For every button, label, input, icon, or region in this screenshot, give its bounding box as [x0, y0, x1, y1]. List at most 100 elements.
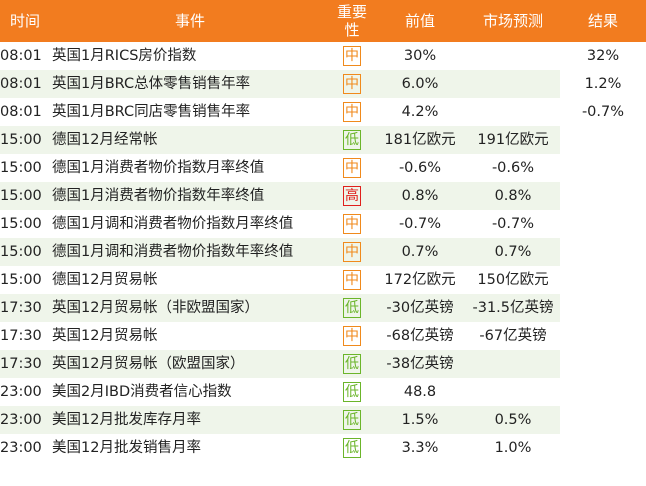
table-cell: 0.7%	[374, 238, 466, 266]
table-cell: 17:30	[0, 350, 50, 378]
importance-cell: 低	[330, 406, 374, 434]
table-row: 17:30 英国12月贸易帐（欧盟国家） 低 -38亿英镑	[0, 350, 646, 378]
importance-cell: 中	[330, 98, 374, 126]
table-cell: 0.8%	[374, 182, 466, 210]
header-cell: 事件	[50, 0, 330, 42]
table-cell: 15:00	[0, 272, 42, 288]
table-cell: -0.6%	[491, 160, 535, 176]
table-cell: 英国12月贸易帐	[52, 328, 158, 344]
importance-cell: 中	[330, 210, 374, 238]
empty-cell	[560, 378, 646, 406]
table-cell: -0.6%	[398, 160, 442, 176]
table-row: 15:00 德国12月经常帐低 181亿欧元 191亿欧元	[0, 126, 646, 154]
table-row: 15:00 德国1月调和消费者物价指数年率终值中 0.7% 0.7%	[0, 238, 646, 266]
table-cell: 4.2%	[401, 104, 439, 120]
importance-badge: 中	[343, 214, 361, 234]
table-cell: 英国12月贸易帐（欧盟国家）	[50, 350, 330, 378]
importance-badge: 中	[343, 102, 361, 122]
table-cell: 32%	[560, 42, 646, 70]
empty-cell	[560, 266, 646, 294]
table-cell: 30%	[403, 48, 437, 64]
importance-badge: 低	[343, 130, 361, 150]
table-row: 15:00 德国1月消费者物价指数年率终值高 0.8% 0.8%	[0, 182, 646, 210]
table-row: 15:00 德国1月消费者物价指数月率终值 中 -0.6% -0.6%	[0, 154, 646, 182]
table-cell: 英国1月BRC同店零售销售年率	[52, 104, 251, 120]
table-cell: 181亿欧元	[374, 126, 466, 154]
table-cell: -68亿英镑	[386, 328, 454, 344]
table-cell: -38亿英镑	[374, 350, 466, 378]
table-cell: 英国12月贸易帐（非欧盟国家）	[50, 294, 330, 322]
table-cell: 17:30	[0, 328, 42, 344]
table-cell: 15:00	[0, 182, 50, 210]
importance-badge: 低	[343, 382, 361, 402]
table-row: 08:01 英国1月RICS房价指数 中 30% 32%	[0, 42, 646, 70]
table-body: 08:01 英国1月RICS房价指数中 30% 32% 08:01 英国1月BRC总体零售…	[0, 42, 646, 462]
header-cell: 市场预测	[466, 0, 560, 42]
calendar-table: 时间 事件 重要性 前值 市场预测 结果 08:01 英国1月RICS房价指数中 30% 32%…	[0, 0, 646, 462]
empty-cell	[560, 294, 646, 322]
table-cell: 23:00	[0, 440, 42, 456]
header-cell: 前值	[374, 0, 466, 42]
table-row: 23:00 美国12月批发库存月率低 1.5% 0.5%	[0, 406, 646, 434]
table-cell: 德国1月调和消费者物价指数年率终值	[50, 238, 330, 266]
importance-cell: 低	[330, 126, 374, 154]
table-cell: 1.0%	[494, 440, 532, 456]
table-cell: 150亿欧元	[477, 272, 549, 288]
importance-badge: 低	[343, 438, 361, 458]
importance-badge: 中	[343, 326, 361, 346]
table-cell: 172亿欧元	[384, 272, 456, 288]
empty-cell	[560, 434, 646, 462]
table-cell: 08:01	[0, 104, 42, 120]
table-cell: 德国12月贸易帐	[52, 272, 158, 288]
table-cell: 23:00	[0, 406, 50, 434]
importance-badge: 中	[343, 74, 361, 94]
table-row: 17:30 英国12月贸易帐 中 -68亿英镑 -67亿英镑	[0, 322, 646, 350]
table-row: 23:00 美国12月批发销售月率 低 3.3% 1.0%	[0, 434, 646, 462]
table-cell: -0.7%	[491, 216, 535, 232]
table-cell: 08:01	[0, 48, 42, 64]
table-cell: 德国12月经常帐	[50, 126, 330, 154]
importance-badge: 中	[343, 46, 361, 66]
table-cell: 英国1月BRC总体零售销售年率	[50, 70, 330, 98]
empty-cell	[466, 350, 560, 378]
importance-cell: 中	[330, 322, 374, 350]
table-cell: 15:00	[0, 126, 50, 154]
table-cell: 德国1月调和消费者物价指数月率终值	[52, 216, 294, 232]
table-row: 08:01 英国1月BRC同店零售销售年率 中 4.2% -0.7%	[0, 98, 646, 126]
table-cell: -67亿英镑	[479, 328, 547, 344]
importance-cell: 中	[330, 154, 374, 182]
empty-cell	[560, 406, 646, 434]
table-row: 23:00 美国2月IBD消费者信心指数 低 48.8	[0, 378, 646, 406]
empty-cell	[466, 98, 560, 126]
empty-cell	[560, 238, 646, 266]
importance-badge: 中	[343, 158, 361, 178]
empty-cell	[560, 350, 646, 378]
empty-cell	[466, 70, 560, 98]
table-cell: 德国1月消费者物价指数年率终值	[50, 182, 330, 210]
importance-badge: 低	[343, 298, 361, 318]
table-cell: 1.5%	[374, 406, 466, 434]
empty-cell	[560, 182, 646, 210]
importance-badge: 中	[343, 270, 361, 290]
importance-cell: 低	[330, 378, 374, 406]
table-cell: 德国1月消费者物价指数月率终值	[52, 160, 265, 176]
importance-cell: 高	[330, 182, 374, 210]
table-row: 08:01 英国1月BRC总体零售销售年率中 6.0% 1.2%	[0, 70, 646, 98]
empty-cell	[466, 42, 560, 70]
table-row: 15:00 德国1月调和消费者物价指数月率终值 中 -0.7% -0.7%	[0, 210, 646, 238]
table-cell: 0.7%	[466, 238, 560, 266]
empty-cell	[560, 322, 646, 350]
table-cell: 17:30	[0, 294, 50, 322]
header-cell: 重要性	[330, 0, 374, 42]
table-cell: 15:00	[0, 216, 42, 232]
importance-badge: 低	[343, 354, 361, 374]
empty-cell	[560, 126, 646, 154]
importance-badge: 中	[343, 242, 361, 262]
importance-cell: 低	[330, 434, 374, 462]
table-cell: 英国1月RICS房价指数	[52, 48, 197, 64]
table-cell: -30亿英镑	[374, 294, 466, 322]
table-cell: -0.7%	[398, 216, 442, 232]
empty-cell	[466, 378, 560, 406]
table-cell: 15:00	[0, 238, 50, 266]
table-cell: 08:01	[0, 70, 50, 98]
